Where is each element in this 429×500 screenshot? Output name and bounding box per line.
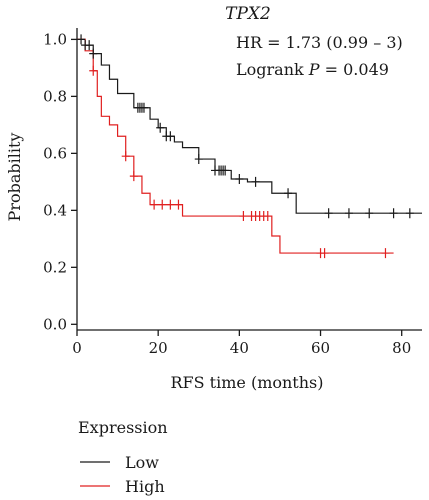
- y-axis-title: Probability: [5, 133, 24, 222]
- censor-mark-high: [320, 248, 329, 259]
- x-ticks: 0 20 40 60 80: [72, 330, 411, 357]
- censor-mark-low: [85, 40, 94, 51]
- censor-mark-low: [389, 208, 398, 219]
- x-tick-label: 60: [311, 339, 330, 357]
- y-tick-label: 0.2: [43, 258, 67, 276]
- y-tick-label: 1.0: [43, 30, 67, 48]
- censor-mark-low: [405, 208, 414, 219]
- x-tick-label: 0: [72, 339, 82, 357]
- censor-mark-low: [324, 208, 333, 219]
- censor-mark-low: [89, 48, 98, 59]
- censor-mark-low: [365, 208, 374, 219]
- x-tick-label: 40: [230, 339, 249, 357]
- censor-mark-low: [139, 102, 148, 113]
- logrank-annotation: Logrank P = 0.049: [236, 60, 389, 79]
- y-tick-label: 0.0: [43, 315, 67, 333]
- censor-mark-low: [344, 208, 353, 219]
- censor-mark-high: [121, 151, 130, 162]
- legend-label-high: High: [125, 477, 165, 496]
- plot-frame: [76, 28, 422, 331]
- y-tick-label: 0.8: [43, 87, 67, 105]
- y-tick-label: 0.4: [43, 201, 67, 219]
- x-axis-title: RFS time (months): [170, 373, 323, 392]
- censor-mark-high: [263, 211, 272, 222]
- censor-mark-low: [235, 174, 244, 184]
- censor-mark-high: [381, 248, 390, 259]
- y-ticks: 0.0 0.2 0.4 0.6 0.8 1.0: [43, 30, 77, 333]
- x-tick-label: 80: [392, 339, 411, 357]
- legend-label-low: Low: [125, 453, 159, 472]
- censor-mark-high: [166, 199, 175, 210]
- censor-mark-low: [194, 154, 203, 165]
- censor-mark-low: [221, 165, 230, 176]
- y-tick-label: 0.6: [43, 144, 67, 162]
- censor-marks: [77, 34, 414, 259]
- censor-mark-high: [239, 211, 248, 222]
- legend-title: Expression: [78, 418, 168, 437]
- censor-mark-high: [174, 199, 183, 210]
- x-tick-label: 20: [149, 339, 168, 357]
- chart-title: TPX2: [225, 4, 271, 24]
- legend: Expression Low High: [78, 418, 168, 496]
- censor-mark-high: [158, 199, 167, 210]
- logrank-prefix: Logrank: [236, 60, 309, 79]
- censor-mark-low: [284, 188, 293, 199]
- censor-mark-low: [251, 176, 260, 187]
- censor-mark-low: [166, 131, 175, 142]
- hazard-ratio-annotation: HR = 1.73 (0.99 – 3): [236, 33, 403, 52]
- censor-mark-low: [156, 122, 165, 133]
- censor-mark-low: [77, 34, 86, 45]
- censor-mark-high: [129, 171, 138, 182]
- logrank-p: P: [308, 60, 320, 79]
- censor-mark-high: [150, 199, 159, 210]
- censor-mark-high: [89, 65, 98, 76]
- logrank-value: = 0.049: [320, 60, 389, 79]
